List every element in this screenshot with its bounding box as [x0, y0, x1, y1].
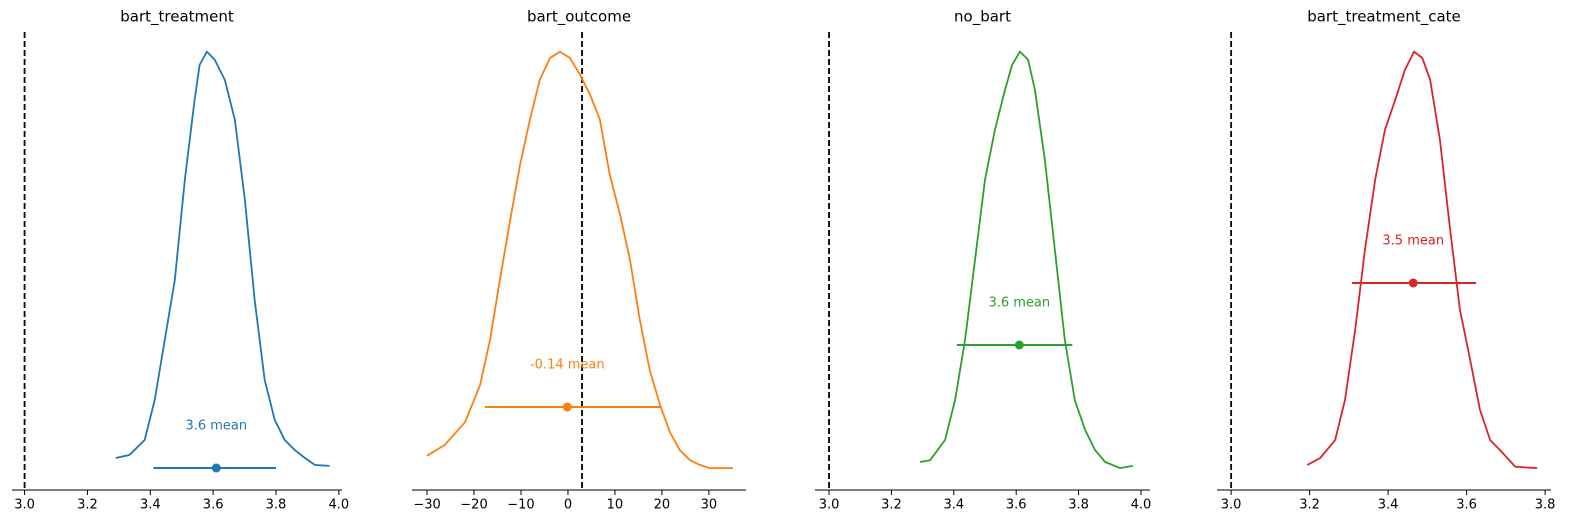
- x-tick-label: 3.0: [14, 498, 35, 513]
- x-tick-label: 3.2: [881, 498, 902, 513]
- subplot-title: bart_outcome: [527, 8, 631, 27]
- x-tick-label: 3.0: [819, 498, 840, 513]
- mean-point: [211, 463, 221, 473]
- density-curve: [115, 50, 330, 467]
- x-tick-label: 3.4: [140, 498, 161, 513]
- x-tick-label: 3.2: [1299, 498, 1320, 513]
- x-tick-label: 4.0: [329, 498, 350, 513]
- density-curve: [919, 50, 1133, 470]
- mean-point: [562, 402, 572, 412]
- density-curve: [426, 50, 733, 469]
- x-tick-label: −20: [460, 498, 487, 513]
- x-tick-label: 30: [701, 498, 718, 513]
- x-tick-label: 3.4: [1378, 498, 1399, 513]
- x-tick-label: 3.6: [1006, 498, 1027, 513]
- x-tick-label: 3.6: [203, 498, 224, 513]
- x-tick-label: 3.8: [1535, 498, 1556, 513]
- x-tick-label: 3.4: [943, 498, 964, 513]
- x-tick-label: 3.2: [77, 498, 98, 513]
- x-tick-label: 20: [654, 498, 671, 513]
- x-tick-label: 4.0: [1131, 498, 1152, 513]
- subplot-title: bart_treatment: [120, 8, 234, 27]
- density-curve: [1306, 50, 1538, 469]
- x-tick-label: 10: [607, 498, 624, 513]
- x-tick-label: −10: [507, 498, 534, 513]
- mean-label: -0.14 mean: [530, 358, 605, 373]
- mean-label: 3.5 mean: [1382, 234, 1444, 249]
- x-tick-label: −30: [413, 498, 440, 513]
- mean-label: 3.6 mean: [185, 419, 247, 434]
- mean-label: 3.6 mean: [988, 296, 1050, 311]
- x-tick-label: 0: [564, 498, 572, 513]
- mean-point: [1408, 278, 1418, 288]
- subplot-title: bart_treatment_cate: [1307, 8, 1461, 27]
- x-tick-label: 3.8: [266, 498, 287, 513]
- subplot-title: no_bart: [954, 8, 1011, 27]
- mean-point: [1014, 340, 1024, 350]
- x-tick-label: 3.0: [1221, 498, 1242, 513]
- x-tick-label: 3.8: [1068, 498, 1089, 513]
- x-tick-label: 3.6: [1456, 498, 1477, 513]
